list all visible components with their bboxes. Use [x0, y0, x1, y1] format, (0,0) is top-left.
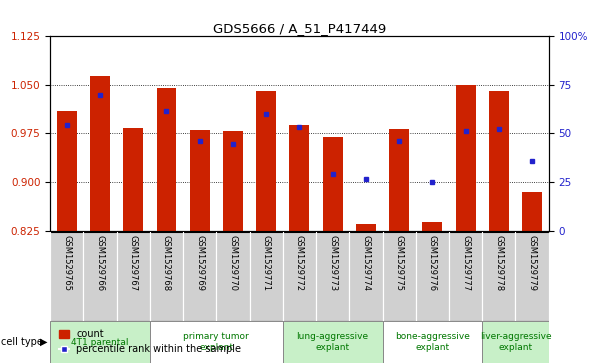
Bar: [283, 232, 316, 321]
Bar: [256, 91, 276, 231]
Bar: [382, 321, 482, 363]
Bar: [150, 321, 283, 363]
Text: GSM1529765: GSM1529765: [63, 235, 71, 291]
Text: GSM1529774: GSM1529774: [362, 235, 371, 291]
Text: GSM1529777: GSM1529777: [461, 235, 470, 291]
Text: liver-aggressive
explant: liver-aggressive explant: [480, 333, 551, 352]
Bar: [183, 232, 217, 321]
Bar: [416, 232, 449, 321]
Bar: [283, 321, 382, 363]
Bar: [382, 232, 416, 321]
Bar: [250, 232, 283, 321]
Text: GSM1529770: GSM1529770: [228, 235, 237, 291]
Bar: [455, 85, 476, 231]
Text: GSM1529779: GSM1529779: [527, 235, 536, 291]
Text: GSM1529766: GSM1529766: [96, 235, 104, 291]
Bar: [123, 128, 143, 231]
Bar: [316, 232, 349, 321]
Text: primary tumor
explant: primary tumor explant: [183, 333, 249, 352]
Bar: [150, 232, 183, 321]
Text: GSM1529771: GSM1529771: [262, 235, 271, 291]
Bar: [217, 232, 250, 321]
Text: ▶: ▶: [40, 337, 48, 347]
Title: GDS5666 / A_51_P417449: GDS5666 / A_51_P417449: [213, 22, 386, 35]
Bar: [57, 111, 77, 231]
Bar: [482, 321, 549, 363]
Bar: [223, 131, 243, 231]
Text: bone-aggressive
explant: bone-aggressive explant: [395, 333, 470, 352]
Bar: [90, 77, 110, 231]
Bar: [190, 130, 209, 231]
Text: GSM1529776: GSM1529776: [428, 235, 437, 291]
Text: lung-aggressive
explant: lung-aggressive explant: [297, 333, 369, 352]
Text: GSM1529772: GSM1529772: [295, 235, 304, 291]
Bar: [489, 91, 509, 231]
Text: cell type: cell type: [1, 337, 43, 347]
Text: GSM1529769: GSM1529769: [195, 235, 204, 291]
Text: GSM1529773: GSM1529773: [328, 235, 337, 291]
Bar: [482, 232, 516, 321]
Bar: [50, 232, 83, 321]
Bar: [349, 232, 382, 321]
Bar: [156, 88, 176, 231]
Bar: [356, 224, 376, 231]
Bar: [516, 232, 549, 321]
Text: GSM1529775: GSM1529775: [395, 235, 404, 291]
Text: GSM1529768: GSM1529768: [162, 235, 171, 291]
Text: GSM1529778: GSM1529778: [494, 235, 503, 291]
Bar: [50, 321, 150, 363]
Text: GSM1529767: GSM1529767: [129, 235, 137, 291]
Bar: [290, 125, 309, 231]
Legend: count, percentile rank within the sample: count, percentile rank within the sample: [55, 326, 245, 358]
Bar: [449, 232, 482, 321]
Text: 4T1 parental: 4T1 parental: [71, 338, 129, 347]
Bar: [117, 232, 150, 321]
Bar: [389, 129, 409, 231]
Bar: [422, 222, 442, 231]
Bar: [522, 192, 542, 231]
Bar: [83, 232, 117, 321]
Bar: [323, 136, 343, 231]
